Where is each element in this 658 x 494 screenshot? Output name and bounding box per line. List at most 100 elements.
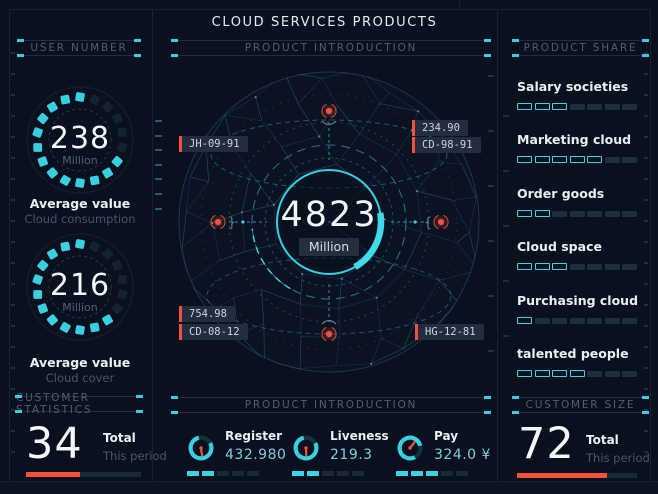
minibar-segment [456, 471, 468, 476]
share-bar-segment [604, 264, 620, 271]
header-user-number: USER NUMBER [17, 39, 141, 57]
ruler-tick [503, 170, 509, 172]
share-bar-segment [587, 104, 602, 110]
gauge-unit: Million [62, 154, 98, 167]
share-bar-segment [569, 317, 585, 324]
header-dash-icon [171, 411, 178, 414]
share-bar-segment [552, 156, 567, 164]
ruler-tick [644, 325, 648, 327]
share-item: Salary societies [517, 79, 649, 110]
minibar-segment [247, 471, 259, 476]
share-bar-segment [534, 156, 550, 164]
header-dash-icon [136, 410, 143, 413]
share-bar-segment [604, 371, 620, 377]
ruler-tick [644, 346, 648, 348]
progress-fill [517, 473, 607, 478]
header-customer-size: CUSTOMER SIZE [512, 396, 649, 414]
metric-label: Liveness [330, 429, 389, 443]
ruler-tick [11, 388, 15, 390]
progress-fill [26, 472, 81, 477]
share-item: talented people [517, 346, 649, 377]
divider-center-right [497, 9, 498, 481]
share-bar-segment [569, 264, 585, 271]
gauge-unit: Million [62, 301, 98, 314]
share-bar-segment [587, 317, 602, 324]
share-bar-segment [517, 370, 532, 377]
metric-minibar [396, 471, 471, 476]
header-dash-icon [484, 54, 491, 57]
header-product-introduction-bottom-label: PRODUCT INTRODUCTION [244, 399, 418, 411]
ruler-tick [644, 430, 648, 432]
header-product-share: PRODUCT SHARE [512, 39, 649, 57]
sphere-tag: CD-08-12 [179, 324, 248, 340]
user-number-gauge-2 [26, 233, 134, 341]
tag-label: CD-98-91 [422, 139, 473, 151]
ruler-tick [488, 295, 494, 297]
share-bar-segment [569, 370, 585, 377]
ruler-tick [155, 149, 162, 152]
ruler-tick [644, 304, 648, 306]
header-dash-icon [642, 411, 649, 414]
ruler-tick [11, 430, 15, 432]
ruler-tick [488, 350, 494, 352]
share-item-bar [517, 156, 649, 164]
share-bar-segment [604, 157, 620, 164]
ruler-tick [11, 409, 15, 411]
speedometer-icon [188, 435, 214, 461]
minibar-segment [411, 471, 423, 476]
ruler-tick [644, 136, 648, 138]
header-product-introduction-top: PRODUCT INTRODUCTION [171, 39, 491, 57]
ruler-tick [11, 325, 15, 327]
ruler-tick [644, 409, 648, 411]
share-bar-segment [604, 104, 620, 110]
gauge-value: 216 [49, 268, 111, 303]
share-item-bar [517, 263, 649, 271]
minibar-segment [217, 471, 229, 476]
header-customer-size-label: CUSTOMER SIZE [525, 399, 636, 411]
ruler-tick [488, 75, 494, 77]
header-product-introduction-label: PRODUCT INTRODUCTION [244, 42, 418, 54]
minibar-segment [232, 471, 244, 476]
share-bar-segment [622, 157, 637, 164]
ruler-tick [155, 178, 162, 181]
share-item-bar [517, 370, 649, 377]
frame-bottom-line [0, 481, 658, 482]
share-bar-segment [517, 156, 532, 164]
share-bar-segment [569, 104, 585, 110]
ruler-tick [503, 115, 509, 117]
share-bar-segment [604, 210, 620, 217]
header-dash-icon [512, 39, 519, 42]
header-dash-icon [134, 39, 141, 42]
header-dash-icon [134, 54, 141, 57]
share-bar-segment [517, 316, 532, 324]
minibar-segment [307, 471, 319, 476]
metric-label: Register [225, 429, 283, 443]
ruler-tick [11, 52, 15, 54]
metric-value: 432.980 [225, 447, 287, 463]
ruler-tick [155, 163, 162, 166]
ruler-tick [644, 241, 648, 243]
header-dash-icon [171, 39, 178, 42]
ruler-tick [644, 73, 648, 75]
share-bar-segment [622, 210, 637, 217]
header-customer-statistics: CUSTOMER STATISTICS [15, 392, 143, 416]
metric-value: 324.0 ¥ [434, 447, 491, 463]
ruler-tick [644, 157, 648, 159]
share-item-label: talented people [517, 346, 629, 361]
header-dash-icon [512, 396, 519, 399]
metric-minibar [292, 471, 367, 476]
share-bar-segment [534, 317, 550, 324]
ruler-tick [644, 388, 648, 390]
tag-red-bar-icon [415, 324, 418, 340]
customer-statistics-value: 34 [26, 419, 83, 469]
ruler-tick [503, 280, 509, 282]
share-item-label: Cloud space [517, 239, 602, 255]
ruler-tick [11, 304, 15, 306]
customer-size-progress [517, 473, 637, 478]
header-dash-icon [136, 395, 143, 398]
ruler-tick [11, 241, 15, 243]
cloud-cover-label: Cloud cover [45, 371, 115, 385]
customer-statistics-total-label: Total [103, 431, 136, 445]
page-title: CLOUD SERVICES PRODUCTS [211, 15, 438, 30]
